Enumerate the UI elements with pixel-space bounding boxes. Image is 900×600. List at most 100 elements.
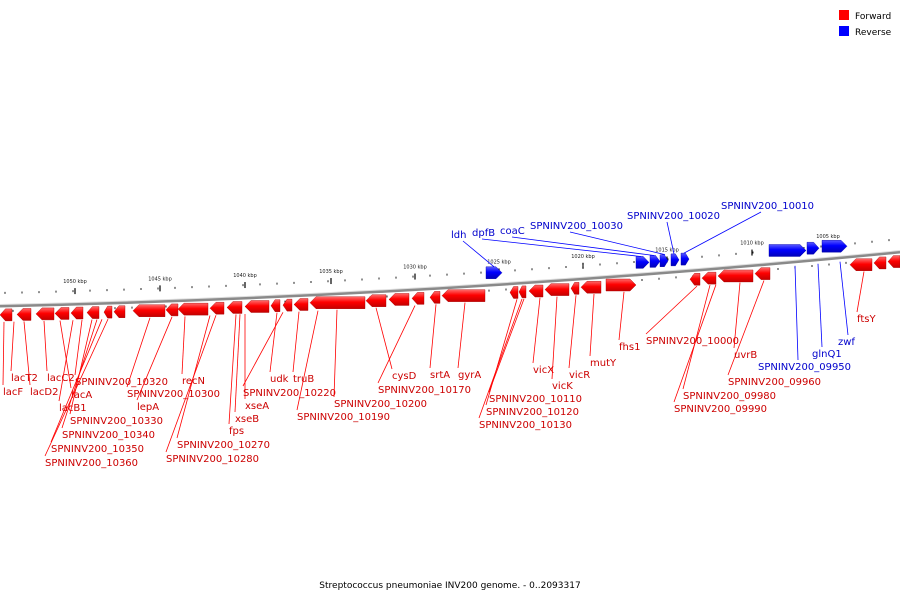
gene-label: lacB1 xyxy=(59,403,87,414)
gene-label-connector xyxy=(136,316,173,401)
forward-gene-arrow xyxy=(717,269,754,283)
gene-label: SPNINV200_10300 xyxy=(127,389,220,400)
gene-label-connector xyxy=(457,302,466,369)
gene-label-connector xyxy=(2,321,5,386)
forward-gene-arrow xyxy=(86,306,100,319)
forward-gene-arrow xyxy=(35,307,55,321)
gene-label-connector xyxy=(856,271,865,313)
gene-label: SPNINV200_10030 xyxy=(530,221,623,232)
gene-label: SPNINV200_09950 xyxy=(758,362,851,373)
gene-label-connector xyxy=(58,320,74,402)
gene-label: lepA xyxy=(137,402,159,413)
gene-label-connector xyxy=(23,321,31,386)
forward-gene-arrow xyxy=(429,291,441,304)
gene-label-connector xyxy=(377,305,416,384)
gene-label: dpfB xyxy=(472,228,495,239)
gene-label: lacF xyxy=(3,387,23,398)
gene-label: lacT2 xyxy=(11,373,38,384)
genome-backbone xyxy=(0,250,900,308)
forward-gene-arrow xyxy=(365,294,387,307)
reverse-gene-arrow xyxy=(649,255,661,268)
gene-label: SPNINV200_10220 xyxy=(243,388,336,399)
gene-label: lacD2 xyxy=(30,387,58,398)
gene-label-connector xyxy=(43,320,48,372)
gene-label-connector xyxy=(589,293,595,357)
forward-gene-arrow xyxy=(282,298,293,312)
forward-gene-arrow xyxy=(54,307,70,320)
forward-gene-arrow xyxy=(689,273,701,286)
gene-label-connector xyxy=(682,284,711,390)
gene-label-connector xyxy=(485,299,518,406)
gene-label: xseA xyxy=(245,401,269,412)
forward-gene-arrow xyxy=(873,256,887,270)
gene-label: mutY xyxy=(590,358,617,369)
scale-tick-label: 1030 kbp xyxy=(403,265,427,271)
forward-gene-arrow xyxy=(309,296,366,309)
gene-label-connector xyxy=(794,265,799,361)
forward-gene-arrow xyxy=(754,267,771,280)
gene-label: udk xyxy=(270,374,289,385)
gene-label: fps xyxy=(229,426,244,437)
forward-gene-arrow xyxy=(0,308,13,322)
gene-label-connector xyxy=(733,282,741,349)
gene-label-connector xyxy=(242,312,284,387)
gene-label-connector xyxy=(569,231,666,256)
genome-caption: Streptococcus pneumoniae INV200 genome. … xyxy=(319,581,580,591)
forward-gene-arrow xyxy=(293,298,309,311)
gene-label: SPNINV200_09990 xyxy=(674,404,767,415)
forward-gene-arrow xyxy=(544,283,570,296)
forward-gene-arrow xyxy=(226,301,243,314)
gene-label-connector xyxy=(666,221,675,255)
gene-label-connector xyxy=(375,307,393,370)
forward-gene-arrow xyxy=(132,304,166,317)
gene-label-connector xyxy=(817,263,823,348)
gene-label: vicK xyxy=(552,381,573,392)
gene-label-connector xyxy=(727,280,765,376)
forward-gene-arrow xyxy=(113,305,126,318)
gene-label: ftsY xyxy=(857,314,876,325)
gene-label-connector xyxy=(462,240,495,268)
gene-label: SPNINV200_10120 xyxy=(486,407,579,418)
gene-label: zwf xyxy=(838,337,855,348)
gene-label-connector xyxy=(429,304,437,369)
gene-label: glnQ1 xyxy=(812,349,842,360)
forward-gene-arrow xyxy=(518,285,527,299)
forward-gene-arrow xyxy=(70,306,84,320)
reverse-gene-arrow xyxy=(635,256,650,269)
forward-gene-arrow xyxy=(270,299,281,312)
gene-label: srtA xyxy=(430,370,450,381)
gene-label: SPNINV200_10000 xyxy=(646,336,739,347)
scale-tick-label: 1010 kbp xyxy=(740,241,764,247)
legend: Forward Reverse xyxy=(839,10,892,38)
gene-label-connector xyxy=(511,236,655,256)
reverse-gene-arrow xyxy=(821,240,848,253)
forward-gene-arrow xyxy=(209,302,225,315)
gene-label: SPNINV200_10170 xyxy=(378,385,471,396)
gene-label: SPNINV200_10360 xyxy=(45,458,138,469)
gene-label-connector xyxy=(532,297,541,364)
gene-label-connector xyxy=(568,295,577,369)
gene-label: SPNINV200_10350 xyxy=(51,444,144,455)
gene-label: SPNINV200_10280 xyxy=(166,454,259,465)
gene-label: SPNINV200_10330 xyxy=(70,416,163,427)
forward-gene-arrow xyxy=(441,289,486,302)
scale-tick-label: 1025 kbp xyxy=(487,259,511,265)
gene-label-connector xyxy=(10,321,15,372)
forward-gene-arrow xyxy=(887,255,900,268)
scale-tick-label: 1015 kbp xyxy=(655,248,679,254)
gene-label-connector xyxy=(488,298,525,393)
gene-label: SPNINV200_10130 xyxy=(479,420,572,431)
legend-forward-label: Forward xyxy=(855,12,891,22)
legend-forward-swatch xyxy=(839,10,849,20)
forward-gene-arrow xyxy=(849,258,873,271)
forward-gene-arrow xyxy=(701,271,717,285)
gene-label: gyrA xyxy=(458,370,481,381)
gene-label-connector xyxy=(59,320,72,389)
gene-label: SPNINV200_09960 xyxy=(728,377,821,388)
gene-label: cysD xyxy=(392,371,417,382)
reverse-gene-arrow xyxy=(806,241,820,255)
gene-label-connector xyxy=(478,298,523,419)
gene-label-connector xyxy=(333,309,338,398)
